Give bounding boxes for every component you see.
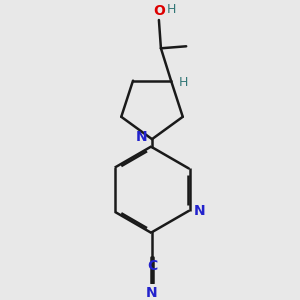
Text: H: H [179,76,188,89]
Text: N: N [146,286,158,300]
Text: N: N [194,204,206,218]
Text: O: O [153,4,165,18]
Text: N: N [135,130,147,144]
Text: C: C [147,260,157,273]
Text: H: H [166,3,176,16]
